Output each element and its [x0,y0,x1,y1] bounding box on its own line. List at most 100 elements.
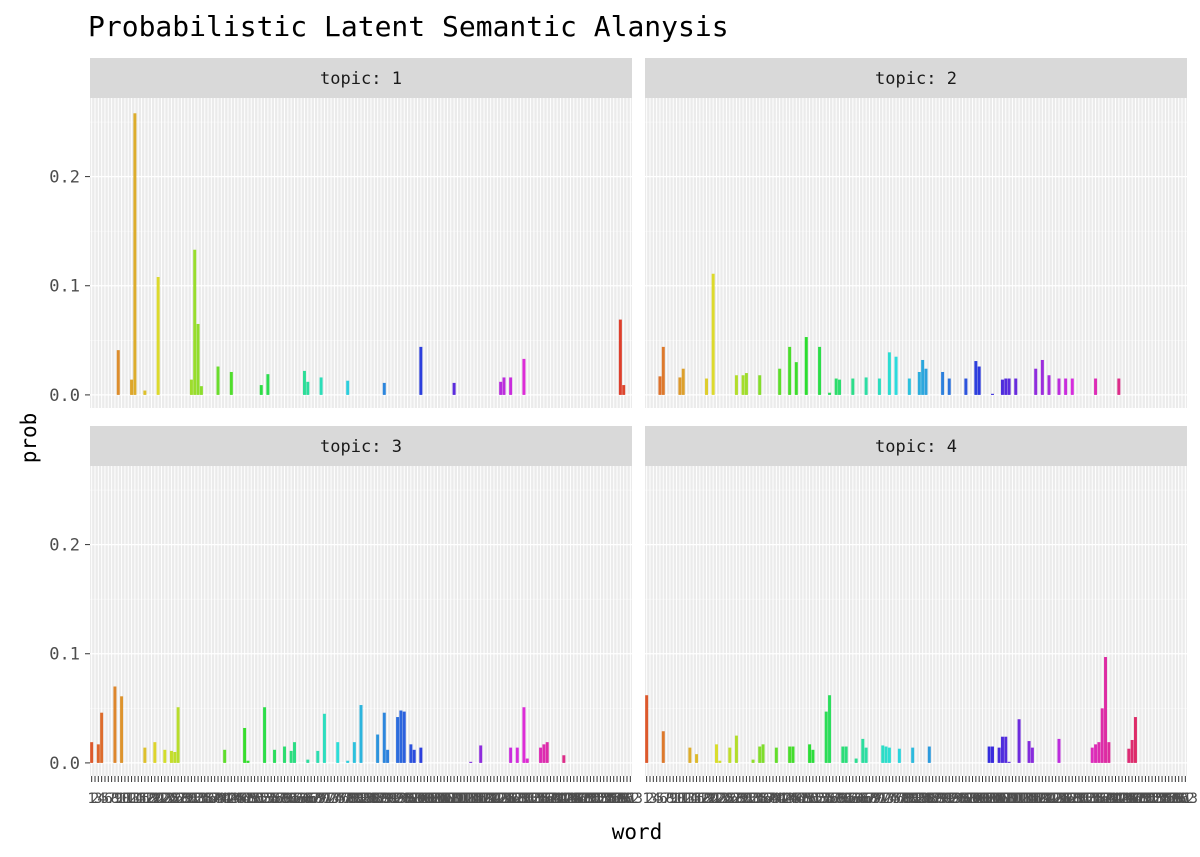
x-tick-label: 77 [891,791,908,807]
bar [947,378,951,395]
x-tick-label: 142 [1103,791,1128,807]
x-tick-label: 60 [279,791,296,807]
bar [1017,719,1021,763]
bar [864,747,868,763]
bar [1000,379,1004,395]
x-tick-label: 30 [180,791,197,807]
x-tick-label: 143 [1106,791,1131,807]
facet-strip-label: topic: 1 [320,69,402,89]
x-tick-label: 126 [1050,791,1075,807]
bar [887,352,891,395]
bar [223,749,227,763]
x-tick-label: 123 [485,791,510,807]
x-tick-label: 38 [761,791,778,807]
x-tick-label: 97 [957,791,974,807]
bar [382,382,386,395]
y-tick-label: 0.0 [49,386,80,406]
bar [1007,761,1011,763]
chart-title: Probabilistic Latent Semantic Alanysis [88,10,729,43]
x-tick-label: 100 [408,791,433,807]
bar [894,356,898,395]
x-tick-label: 114 [1010,791,1035,807]
bar [246,760,250,763]
x-tick-label: 33 [745,791,762,807]
x-tick-label: 82 [908,791,925,807]
x-tick-label: 1 [642,791,650,807]
x-tick-label: 46 [788,791,805,807]
bar [322,713,326,763]
x-tick-label: 7 [662,791,670,807]
x-tick-label: 150 [574,791,599,807]
x-tick-label: 59 [276,791,293,807]
x-tick-label: 83 [911,791,928,807]
x-tick-label: 3 [94,791,102,807]
x-tick-label: 2 [646,791,654,807]
x-tick-label: 149 [1126,791,1151,807]
bar [854,758,858,763]
x-tick-label: 22 [153,791,170,807]
x-tick-label: 130 [508,791,533,807]
x-tick-label: 157 [1153,791,1178,807]
bar [1004,736,1008,763]
x-tick-label: 15 [685,791,702,807]
x-tick-label: 111 [445,791,470,807]
x-tick-label: 78 [894,791,911,807]
x-tick-label: 160 [1163,791,1188,807]
x-tick-label: 109 [993,791,1018,807]
bar [515,747,519,763]
x-tick-label: 138 [535,791,560,807]
x-tick-label: 141 [1100,791,1125,807]
x-tick-label: 113 [451,791,476,807]
x-tick-label: 58 [828,791,845,807]
x-tick-label: 129 [1060,791,1085,807]
bar [711,273,715,395]
x-tick-label: 139 [1093,791,1118,807]
bar [977,366,981,395]
x-tick-label: 48 [795,791,812,807]
bar [678,377,682,395]
x-tick-label: 116 [461,791,486,807]
x-tick-label: 73 [323,791,340,807]
x-tick-label: 152 [581,791,606,807]
x-tick-label: 137 [531,791,556,807]
bar [302,370,306,395]
x-tick-label: 51 [249,791,266,807]
x-tick-label: 146 [561,791,586,807]
bar [788,746,792,763]
bar [100,712,104,763]
x-tick-label: 104 [422,791,447,807]
x-tick-label: 147 [1119,791,1144,807]
bar [199,386,203,395]
x-tick-label: 84 [914,791,931,807]
x-tick-label: 13 [123,791,140,807]
x-tick-label: 109 [438,791,463,807]
bar [522,358,526,395]
x-tick-label: 18 [140,791,157,807]
x-tick-label: 41 [216,791,233,807]
bar [734,735,738,763]
bar [545,742,549,763]
bar [990,746,994,763]
bar [990,393,994,395]
x-tick-label: 162 [1169,791,1194,807]
x-tick-label: 53 [256,791,273,807]
bar [153,742,157,763]
bar [761,744,765,763]
x-tick-label: 72 [319,791,336,807]
x-tick-label: 35 [751,791,768,807]
x-tick-label: 87 [369,791,386,807]
bar [316,750,320,763]
x-tick-label: 106 [428,791,453,807]
x-tick-label: 159 [1159,791,1184,807]
x-tick-label: 136 [528,791,553,807]
x-tick-label: 127 [1053,791,1078,807]
bar [1040,359,1044,395]
x-tick-label: 93 [389,791,406,807]
x-tick-label: 16 [688,791,705,807]
bar [758,375,762,395]
bar [116,350,120,395]
x-tick-label: 63 [289,791,306,807]
bar [661,731,665,763]
x-tick-label: 119 [471,791,496,807]
x-tick-label: 76 [888,791,905,807]
